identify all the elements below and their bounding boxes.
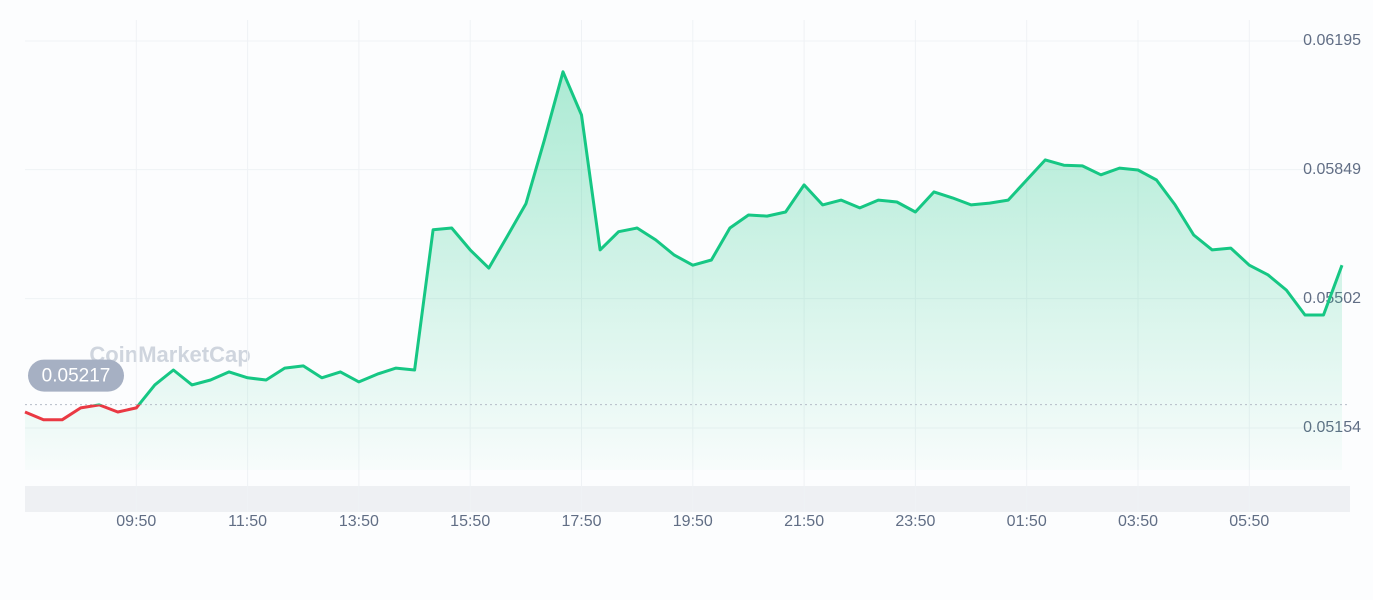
x-tick-label: 21:50 [784,513,824,530]
reference-label: 0.05217 [42,366,111,387]
volume-band [25,486,1350,512]
y-tick-label: 0.06195 [1303,32,1361,49]
price-line [91,70,1344,405]
x-tick-label: 23:50 [895,513,935,530]
x-tick-label: 13:50 [339,513,379,530]
x-tick-label: 05:50 [1229,513,1269,530]
x-tick-label: 17:50 [561,513,601,530]
y-tick-label: 0.05849 [1303,161,1361,178]
x-tick-label: 11:50 [228,513,267,530]
x-tick-label: 09:50 [116,513,156,530]
x-tick-label: 01:50 [1007,513,1047,530]
x-tick-label: 15:50 [450,513,490,530]
x-tick-label: 19:50 [673,513,713,530]
reference-badge [28,359,124,392]
area [25,71,1343,471]
x-tick-label: 03:50 [1118,513,1158,530]
